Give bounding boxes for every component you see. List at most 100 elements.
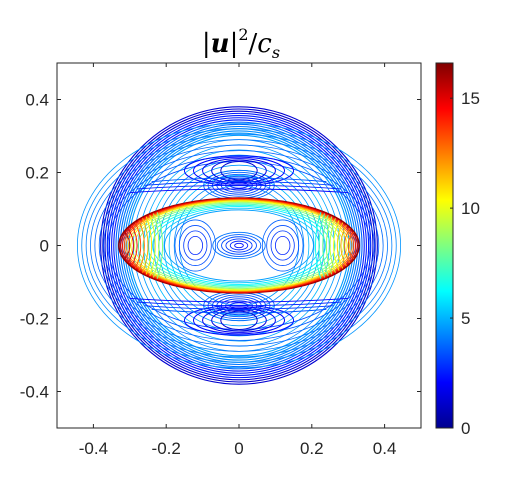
contour-side-lobe [94, 144, 384, 347]
contour-bubble-vertical [322, 214, 329, 277]
contour-bubble [134, 201, 344, 290]
contour-bubble [158, 207, 320, 284]
contour-arc [137, 301, 341, 307]
contour-bubble-vertical [149, 214, 156, 277]
contour-bubble-vertical [131, 224, 138, 267]
contour-outer-ring [113, 119, 365, 372]
contour-bubble-vertical [156, 212, 163, 279]
contour-band [202, 158, 276, 184]
contour-bubble-vertical [134, 222, 142, 269]
contour-bubble [164, 209, 314, 282]
contour-center [225, 238, 253, 253]
contour-outer-ring [111, 117, 367, 374]
title-var: u [211, 29, 230, 59]
contour-bubble-vertical [127, 227, 134, 264]
contour-band [193, 306, 285, 335]
colorbar-axis: 0 5 10 15 [450, 89, 480, 438]
y-tick-label: 0.2 [25, 164, 49, 183]
contour-band [220, 161, 258, 181]
colorbar-tick-label: 5 [461, 309, 470, 328]
y-tick-label: 0 [40, 237, 49, 256]
contour-arc [144, 305, 334, 310]
contour-bubble [152, 206, 326, 285]
contour-center-side [270, 230, 295, 261]
x-tick-label: 0.4 [373, 439, 397, 458]
contour-side-lobe [98, 150, 380, 341]
contour-lines [76, 106, 402, 385]
contour-bubble [128, 199, 350, 292]
y-tick-label: 0.4 [25, 91, 49, 110]
contour-bubble-vertical [325, 216, 333, 275]
contour-inner-ring [143, 149, 335, 342]
contour-band [220, 310, 258, 330]
contour-outer-ring [102, 108, 376, 383]
title-exponent: 2 [238, 25, 248, 44]
contour-center-side [266, 225, 300, 266]
contour-bubble-vertical [145, 216, 153, 275]
contour-center-side [187, 235, 204, 256]
colorbar-tick-label: 10 [461, 199, 480, 218]
contour-band [193, 156, 285, 185]
contour-side-lobe [85, 133, 393, 358]
title-bar-right: | [230, 29, 239, 59]
contour-center-side [178, 225, 212, 266]
contour-bubble-vertical [138, 220, 145, 271]
contour-bubble [137, 202, 341, 289]
contour-outer-ring [126, 132, 352, 359]
colorbar [435, 62, 454, 429]
contour-outer-ring [108, 115, 370, 376]
contour-center [216, 234, 262, 257]
contour-center [221, 236, 257, 255]
title-slash: / [249, 29, 258, 59]
contour-band [202, 307, 276, 333]
contour-bubble-vertical [142, 218, 149, 273]
x-tick-label: 0.2 [300, 439, 324, 458]
contour-bubble [130, 200, 348, 291]
title-subscript: s [272, 43, 280, 62]
contour-center [229, 240, 249, 251]
contour-outer-ring [106, 112, 372, 379]
contour-center-side [261, 219, 304, 272]
colorbar-tick-label: 15 [461, 89, 480, 108]
contour-arc [129, 188, 349, 194]
contour-center-side [274, 235, 291, 256]
contour-side-lobe [90, 139, 388, 352]
contour-center [234, 242, 244, 249]
contour-bubble-vertical [336, 222, 344, 269]
contour-center-side [174, 219, 217, 272]
contour-arc [144, 181, 334, 186]
y-tick-label: -0.2 [20, 310, 49, 329]
contour-side-lobe [76, 122, 402, 369]
contour-bubble-vertical [329, 218, 336, 273]
y-axis: -0.4 -0.2 0 0.2 0.4 [20, 91, 421, 402]
title-bar-left: | [202, 29, 211, 59]
title-c: c [257, 29, 272, 59]
contour-outer-ring [104, 110, 374, 381]
contour-arc [151, 177, 327, 183]
contour-bubble-vertical [318, 213, 326, 278]
contour-outer-ring [128, 134, 350, 357]
y-tick-label: -0.4 [20, 383, 49, 402]
contour-outer-ring [115, 121, 363, 370]
x-axis: -0.4 -0.2 0 0.2 0.4 [79, 63, 397, 458]
contour-bubble-vertical [340, 224, 347, 267]
x-tick-label: -0.4 [79, 439, 108, 458]
colorbar-tick-label: 0 [461, 419, 470, 438]
contour-arc [129, 297, 349, 303]
contour-bubble-vertical [152, 213, 160, 278]
contour-arc [151, 308, 327, 314]
x-tick-label: 0 [234, 439, 243, 458]
contour-inner-ring [168, 175, 310, 316]
x-tick-label: -0.2 [152, 439, 181, 458]
contour-center-side [183, 230, 208, 261]
contour-bubble-vertical [344, 227, 351, 264]
chart-title: |u|2/cs [202, 25, 280, 62]
contour-bubble [142, 203, 336, 288]
contour-outer-ring [100, 106, 378, 385]
contour-bubble [125, 199, 353, 292]
contour-bubble-vertical [333, 220, 340, 271]
contour-bubble-vertical [123, 231, 131, 260]
contour-bubble-vertical [315, 212, 322, 279]
contour-bubble-vertical [347, 231, 355, 260]
